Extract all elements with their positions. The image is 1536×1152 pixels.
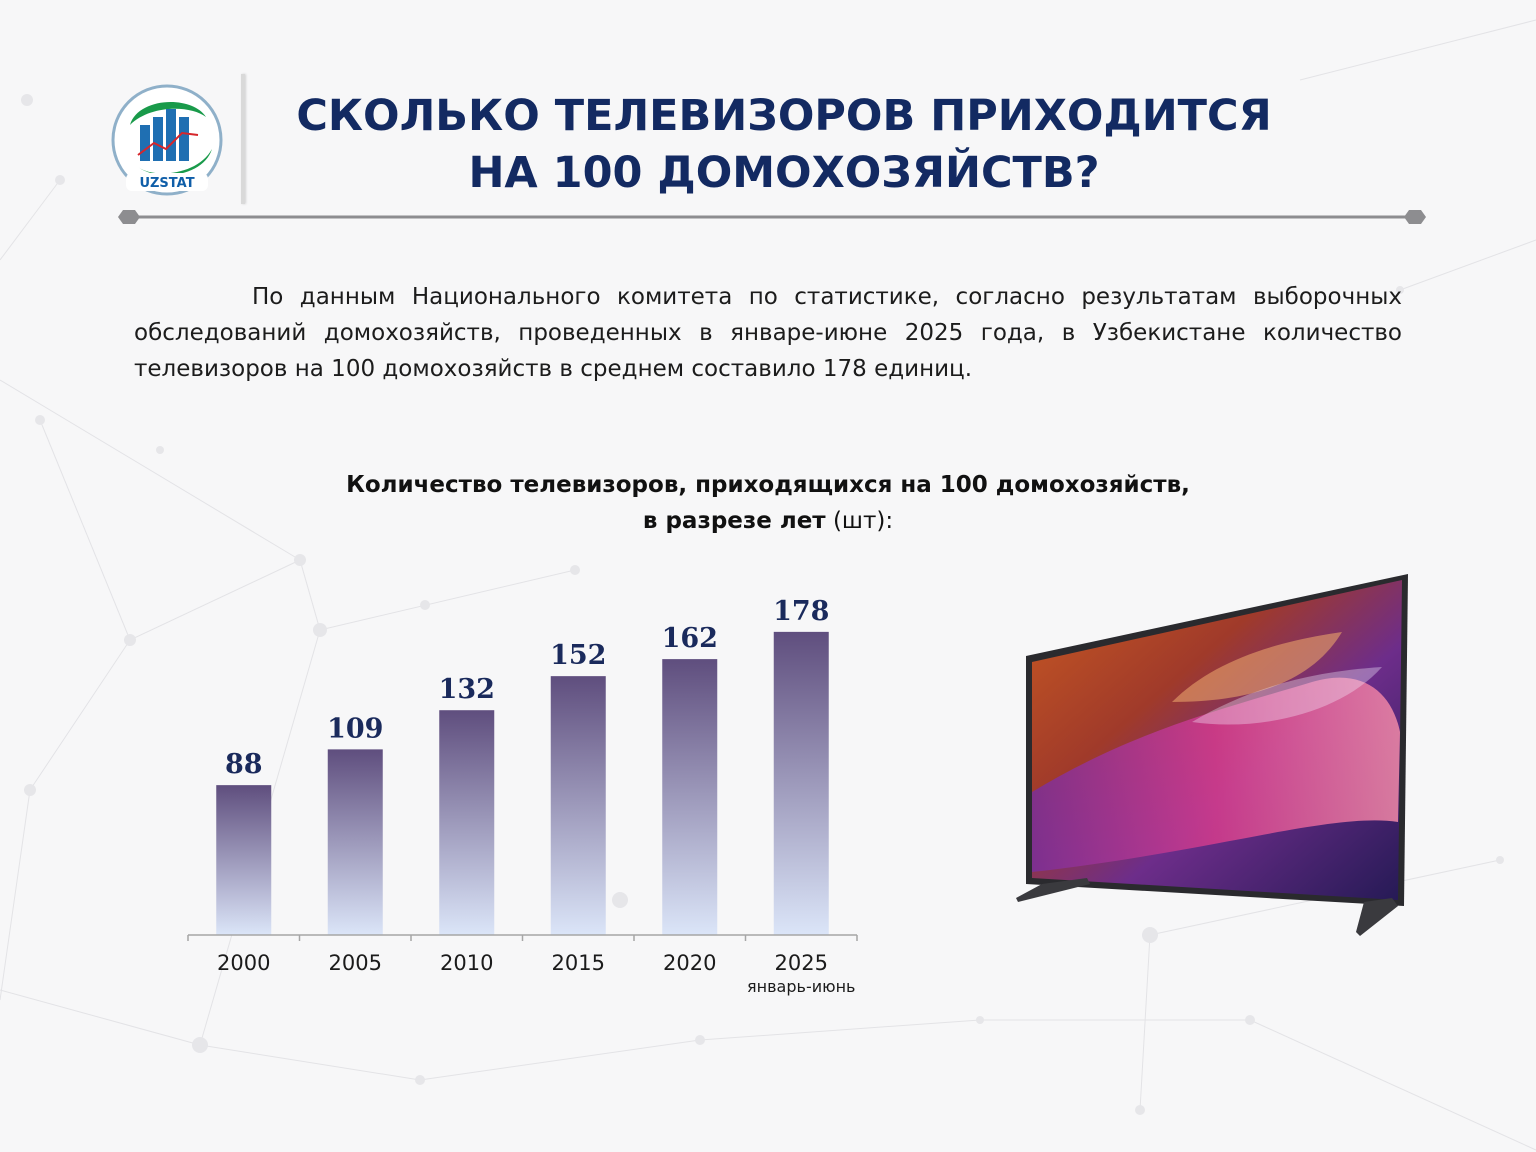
value-label-2025: 178 [773, 596, 829, 627]
chart-title-unit: (шт): [832, 508, 894, 534]
logo-text: UZSTAT [139, 176, 194, 191]
category-label-2020: 2020 [663, 951, 716, 975]
category-label-2015: 2015 [552, 951, 605, 975]
bar-2025 [773, 631, 829, 935]
category-sublabel-2025: январь-июнь [747, 977, 855, 996]
bar-2015 [550, 676, 606, 935]
chart-title-line-2: в разрезе лет [642, 508, 826, 534]
category-label-2000: 2000 [217, 951, 270, 975]
bar-2010 [439, 710, 495, 935]
intro-paragraph: По данным Национального комитета по стат… [134, 284, 1402, 382]
value-label-2015: 152 [550, 640, 606, 671]
logo-divider [241, 74, 245, 204]
category-label-2010: 2010 [440, 951, 493, 975]
category-label-2025: 2025 [775, 951, 828, 975]
chart-title: Количество телевизоров, приходящихся на … [200, 467, 1336, 539]
bar-2020 [662, 659, 718, 935]
value-label-2020: 162 [662, 623, 718, 654]
television-image [1016, 574, 1408, 936]
page-title: СКОЛЬКО ТЕЛЕВИЗОРОВ ПРИХОДИТСЯ НА 100 ДО… [260, 88, 1308, 202]
title-rule [118, 210, 1426, 224]
title-line-1: СКОЛЬКО ТЕЛЕВИЗОРОВ ПРИХОДИТСЯ [296, 91, 1272, 141]
bar-2000 [216, 785, 272, 935]
category-label-2005: 2005 [329, 951, 382, 975]
value-label-2000: 88 [225, 749, 263, 780]
bar-chart: 88 2000 109 2005 132 2010 152 2015 162 2020 178 202… [187, 596, 858, 996]
value-label-2010: 132 [439, 674, 495, 705]
title-line-2: НА 100 ДОМОХОЗЯЙСТВ? [468, 148, 1100, 198]
uzstat-logo: UZSTAT [111, 84, 223, 196]
value-label-2005: 109 [327, 713, 383, 744]
chart-title-line-1: Количество телевизоров, приходящихся на … [346, 472, 1190, 498]
bar-2005 [327, 749, 383, 935]
